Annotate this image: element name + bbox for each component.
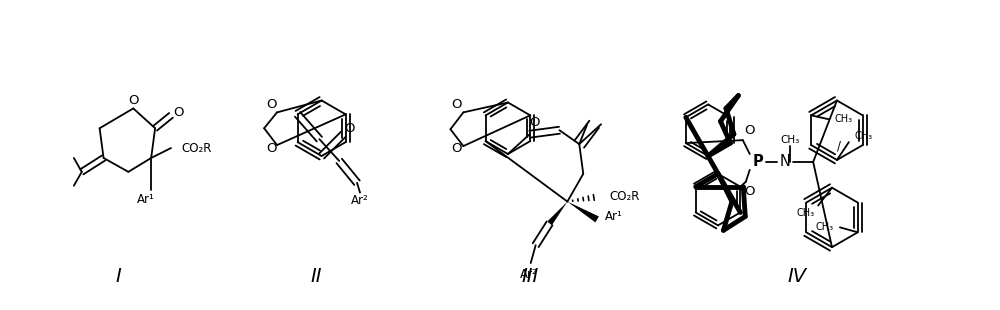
Text: O: O [744, 124, 755, 137]
Text: O: O [451, 142, 462, 155]
Text: O: O [128, 94, 139, 107]
Text: N: N [780, 154, 791, 170]
Polygon shape [567, 202, 599, 222]
Text: CO₂R: CO₂R [609, 190, 639, 203]
Text: CH₃: CH₃ [796, 208, 814, 219]
Text: Ar²: Ar² [351, 194, 369, 207]
Text: O: O [529, 116, 540, 129]
Text: III: III [521, 268, 538, 286]
Text: CH₃: CH₃ [816, 222, 834, 232]
Text: I: I [116, 268, 121, 286]
Text: II: II [311, 268, 322, 286]
Text: O: O [266, 98, 276, 111]
Text: CO₂R: CO₂R [181, 142, 211, 155]
Text: O: O [451, 98, 462, 111]
Text: Ar¹: Ar¹ [137, 193, 155, 206]
Text: /: / [837, 140, 841, 153]
Text: CH₃: CH₃ [781, 135, 800, 145]
Polygon shape [547, 202, 567, 225]
Text: O: O [266, 142, 276, 155]
Text: P: P [752, 154, 763, 170]
Text: Ar²: Ar² [520, 268, 538, 281]
Text: O: O [744, 185, 755, 198]
Text: IV: IV [788, 268, 807, 286]
Text: O: O [174, 106, 184, 119]
Text: CH₃: CH₃ [835, 114, 853, 124]
Text: CH₃: CH₃ [855, 131, 873, 141]
Text: Ar¹: Ar¹ [605, 210, 623, 223]
Text: O: O [344, 122, 355, 135]
